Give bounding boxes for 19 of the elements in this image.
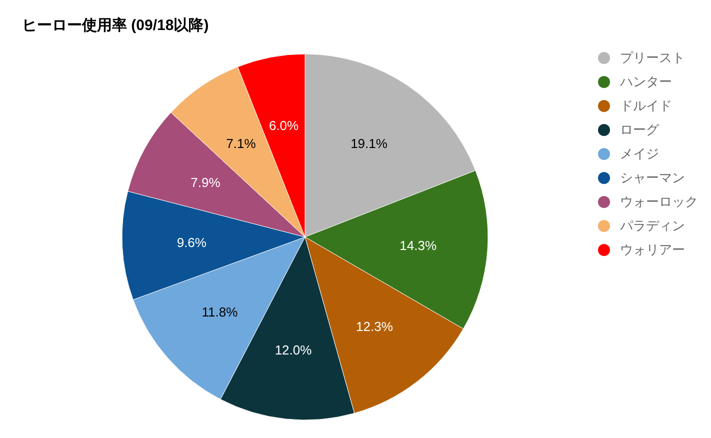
data-label: 6.0% xyxy=(268,118,300,134)
data-label: 7.9% xyxy=(190,175,221,190)
chart-title: ヒーロー使用率 (09/18以降) xyxy=(22,16,209,35)
legend-label: ローグ xyxy=(620,121,659,139)
data-label: 14.3% xyxy=(400,238,437,254)
legend-label: ウォーロック xyxy=(620,193,698,211)
legend-label: シャーマン xyxy=(620,169,685,187)
legend-label: メイジ xyxy=(620,145,659,163)
data-label: 7.1% xyxy=(226,136,256,151)
data-label: 12.0% xyxy=(274,342,312,358)
data-label: 9.6% xyxy=(176,235,207,250)
legend-label: ハンター xyxy=(620,73,672,91)
data-label: 12.3% xyxy=(356,319,394,334)
legend-label: パラディン xyxy=(620,217,685,235)
legend-label: ドルイド xyxy=(620,97,672,115)
data-label: 19.1% xyxy=(350,136,388,151)
legend-label: ウォリアー xyxy=(620,241,685,259)
data-label: 11.8% xyxy=(202,304,238,320)
legend-label: プリースト xyxy=(620,49,685,67)
